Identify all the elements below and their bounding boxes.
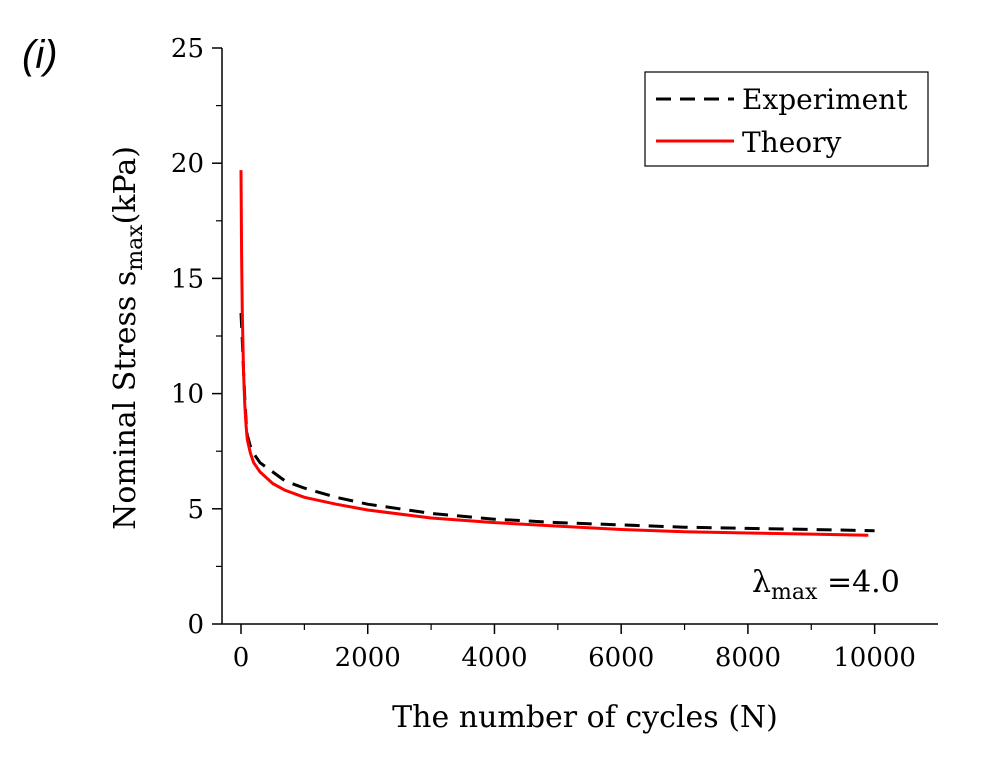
y-tick-label: 20 (171, 149, 204, 179)
legend-label-theory: Theory (742, 126, 842, 159)
y-tick-label: 25 (171, 34, 204, 64)
x-axis-ticks: 0 2000 4000 6000 8000 10000 (233, 624, 916, 673)
lambda-subscript: max (771, 580, 818, 605)
x-tick-label: 10000 (833, 643, 916, 673)
x-tick-label: 8000 (715, 643, 781, 673)
series-layer (239, 170, 875, 537)
x-tick-label: 6000 (588, 643, 654, 673)
series-line-theory (239, 170, 869, 537)
x-tick-label: 4000 (461, 643, 527, 673)
y-axis-label-unit: (kPa) (108, 146, 143, 224)
y-axis-label-main: Nominal Stress s (108, 271, 143, 530)
y-tick-label: 0 (187, 610, 204, 640)
x-tick-label: 0 (233, 643, 250, 673)
series-line-experiment (239, 312, 875, 533)
y-axis-label: Nominal Stress smax(kPa) (108, 146, 148, 530)
lambda-annotation: λmax =4.0 (752, 565, 900, 605)
y-axis-label-subscript: max (123, 224, 148, 271)
y-tick-label: 10 (171, 380, 204, 410)
legend-label-experiment: Experiment (742, 83, 908, 116)
lambda-symbol: λ (752, 565, 771, 600)
y-tick-label: 15 (171, 264, 204, 294)
y-tick-label: 5 (187, 495, 204, 525)
panel-label: (i) (22, 33, 58, 77)
legend-box (644, 71, 929, 167)
x-axis-label: The number of cycles (N) (392, 700, 778, 735)
lambda-value: =4.0 (817, 565, 899, 600)
x-tick-label: 2000 (335, 643, 401, 673)
y-axis-ticks: 0 5 10 15 20 25 (171, 34, 222, 640)
legend: Experiment Theory (644, 71, 929, 167)
